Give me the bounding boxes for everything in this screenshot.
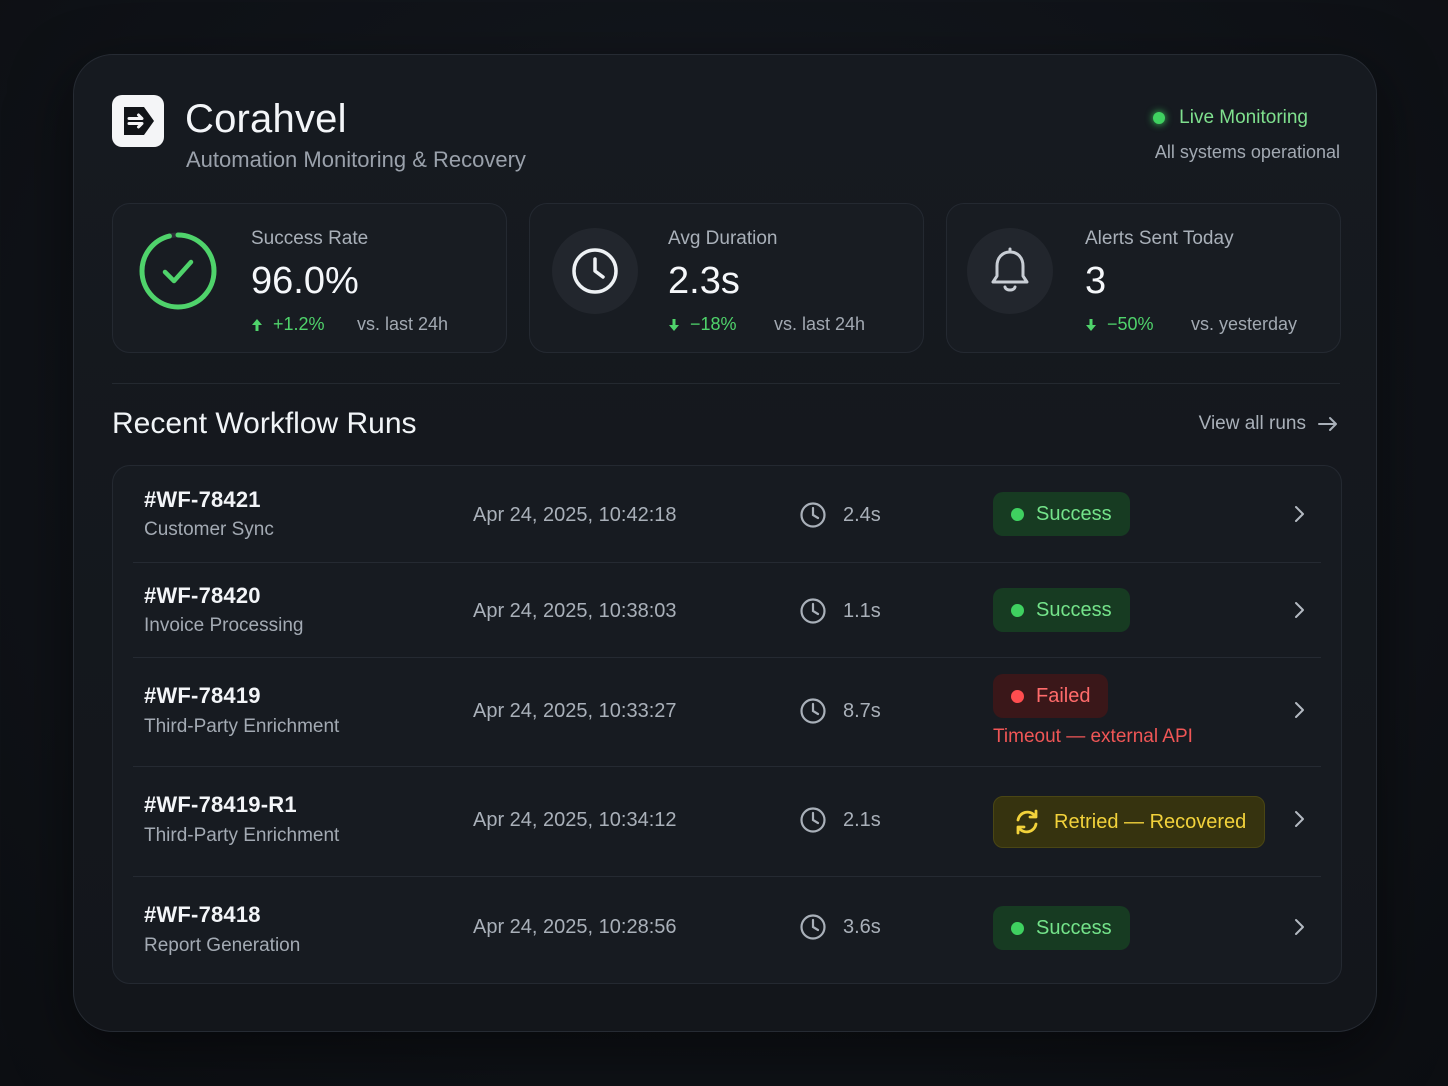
status-label: Success	[1036, 502, 1112, 525]
status-dot-icon	[1011, 689, 1024, 703]
run-timestamp: Apr 24, 2025, 10:33:27	[473, 700, 677, 722]
stat-compare: vs. last 24h	[774, 314, 866, 334]
stat-value: 96.0%	[251, 260, 359, 302]
app-subtitle: Automation Monitoring & Recovery	[186, 147, 526, 172]
status-dot-icon	[1011, 507, 1024, 521]
run-id: #WF-78419	[144, 683, 261, 708]
stat-card-success-rate: Success Rate 96.0% +1.2% vs. last 24h	[112, 203, 507, 353]
system-status-text: All systems operational	[1154, 142, 1340, 162]
stat-compare: vs. last 24h	[357, 314, 449, 334]
run-id: #WF-78421	[144, 487, 261, 512]
workflow-runs-table: #WF-78421 Customer Sync Apr 24, 2025, 10…	[112, 465, 1342, 984]
arrow-right-icon	[1318, 417, 1337, 431]
run-name: Invoice Processing	[144, 615, 304, 636]
chevron-right-icon[interactable]	[1289, 504, 1309, 524]
table-row[interactable]: #WF-78419 Third-Party Enrichment Apr 24,…	[133, 658, 1321, 766]
stat-delta: −50%	[1085, 314, 1154, 335]
run-duration: 1.1s	[843, 600, 881, 622]
failure-reason: Timeout — external API	[993, 726, 1193, 747]
arrow-up-icon	[252, 318, 262, 331]
arrow-down-icon	[1086, 318, 1096, 331]
row-divider	[133, 657, 1321, 658]
run-duration: 2.4s	[843, 504, 881, 526]
view-all-runs-link[interactable]: View all runs	[1199, 413, 1338, 435]
status-badge: Success	[993, 588, 1130, 632]
arrow-down-icon	[669, 318, 679, 331]
chevron-right-icon[interactable]	[1289, 700, 1309, 720]
chevron-right-icon[interactable]	[1289, 600, 1309, 620]
run-timestamp: Apr 24, 2025, 10:28:56	[473, 916, 677, 938]
status-label: Success	[1036, 598, 1112, 621]
run-duration: 2.1s	[843, 809, 881, 831]
run-name: Customer Sync	[144, 519, 274, 540]
clock-icon	[552, 228, 638, 314]
clock-icon	[800, 807, 826, 833]
status-label: Retried — Recovered	[1054, 810, 1247, 833]
section-divider	[112, 383, 1340, 384]
chevron-right-icon[interactable]	[1289, 917, 1309, 937]
stat-compare: vs. yesterday	[1191, 314, 1298, 334]
logo-icon	[112, 95, 164, 147]
clock-icon	[800, 914, 826, 940]
status-badge: Success	[993, 492, 1130, 536]
run-duration: 3.6s	[843, 916, 881, 938]
table-row[interactable]: #WF-78418 Report Generation Apr 24, 2025…	[133, 877, 1321, 983]
row-divider	[133, 876, 1321, 877]
run-id: #WF-78420	[144, 583, 261, 608]
app-title: Corahvel	[185, 97, 347, 141]
status-label: Success	[1036, 916, 1112, 939]
stat-label: Success Rate	[251, 228, 369, 249]
live-status-dot-icon	[1153, 112, 1166, 124]
retry-icon	[1016, 809, 1038, 835]
stat-value: 2.3s	[668, 260, 740, 302]
run-name: Third-Party Enrichment	[144, 825, 340, 846]
section-title: Recent Workflow Runs	[112, 407, 417, 440]
stat-delta-value: −50%	[1107, 314, 1154, 334]
stat-label: Alerts Sent Today	[1085, 228, 1234, 249]
status-label: Failed	[1036, 684, 1091, 707]
stat-delta-value: −18%	[690, 314, 737, 334]
chevron-right-icon[interactable]	[1289, 809, 1309, 829]
stat-delta-value: +1.2%	[273, 314, 325, 334]
status-badge: Success	[993, 906, 1130, 950]
status-badge: Retried — Recovered	[993, 796, 1266, 848]
run-id: #WF-78418	[144, 902, 261, 927]
status-dot-icon	[1011, 921, 1024, 935]
dashboard-panel: Corahvel Automation Monitoring & Recover…	[73, 54, 1377, 1032]
run-duration: 8.7s	[843, 700, 881, 722]
run-timestamp: Apr 24, 2025, 10:38:03	[473, 600, 677, 622]
row-divider	[133, 562, 1321, 563]
run-name: Third-Party Enrichment	[144, 716, 340, 737]
run-id: #WF-78419-R1	[144, 792, 297, 817]
clock-icon	[800, 598, 826, 624]
row-divider	[133, 766, 1321, 767]
status-badge: Failed	[993, 674, 1109, 718]
stat-label: Avg Duration	[668, 228, 778, 249]
bell-icon	[967, 228, 1053, 314]
table-row[interactable]: #WF-78420 Invoice Processing Apr 24, 202…	[133, 563, 1321, 657]
run-timestamp: Apr 24, 2025, 10:42:18	[473, 504, 677, 526]
table-row[interactable]: #WF-78421 Customer Sync Apr 24, 2025, 10…	[133, 466, 1321, 562]
stat-delta: +1.2%	[251, 314, 325, 335]
stat-card-avg-duration: Avg Duration 2.3s −18% vs. last 24h	[529, 203, 924, 353]
clock-icon	[800, 698, 826, 724]
clock-icon	[800, 502, 826, 528]
run-timestamp: Apr 24, 2025, 10:34:12	[473, 809, 677, 831]
live-monitoring-indicator: Live Monitoring	[1153, 107, 1308, 129]
run-name: Report Generation	[144, 935, 301, 956]
view-all-label: View all runs	[1198, 413, 1306, 434]
success-ring-icon	[135, 228, 221, 314]
stat-value: 3	[1085, 260, 1107, 302]
stat-card-alerts: Alerts Sent Today 3 −50% vs. yesterday	[946, 203, 1341, 353]
stat-delta: −18%	[668, 314, 737, 335]
table-row[interactable]: #WF-78419-R1 Third-Party Enrichment Apr …	[133, 767, 1321, 876]
live-monitoring-label: Live Monitoring	[1179, 107, 1308, 128]
status-dot-icon	[1011, 603, 1024, 617]
